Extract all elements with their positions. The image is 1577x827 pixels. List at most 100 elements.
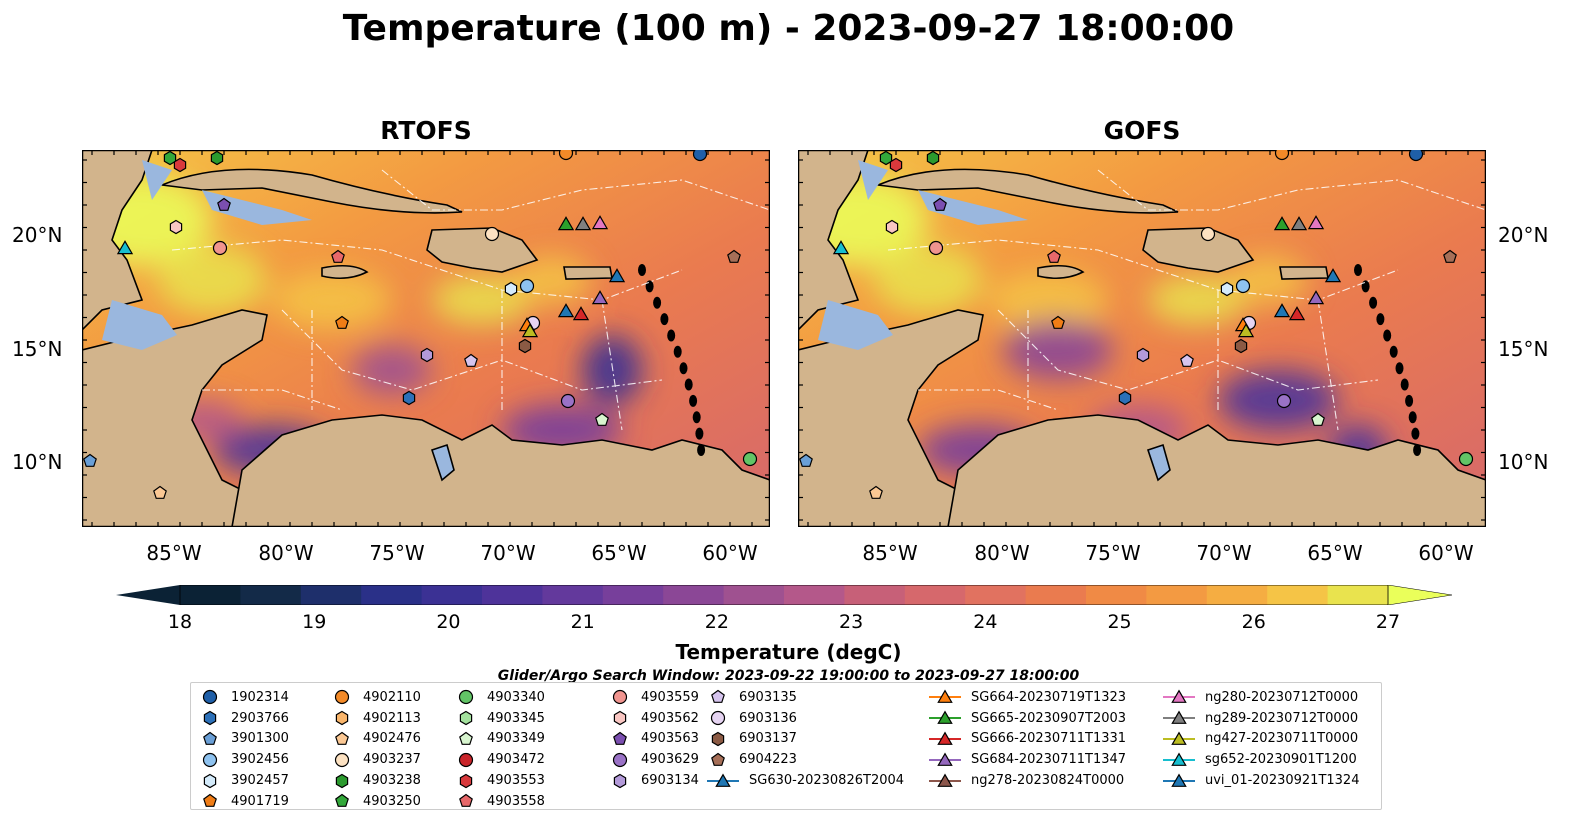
argo-float-marker (799, 453, 813, 467)
shelf-cuba-south (202, 190, 312, 225)
legend-hexagon-icon (335, 710, 349, 726)
legend-hexagon-icon (203, 710, 217, 726)
colorbar-segment (1267, 585, 1329, 605)
legend-item: 4903345 (455, 708, 545, 729)
argo-float-marker (1200, 226, 1216, 242)
legend-column: 4903340 4903345 4903349 4903472 4903553 49035… (455, 687, 545, 812)
glider-marker (1288, 306, 1306, 321)
glider-marker (116, 240, 134, 255)
legend-item-label: SG684-20230711T1347 (971, 752, 1127, 768)
glider-marker (572, 306, 590, 321)
argo-float-marker (889, 157, 903, 173)
lon-label-70w-rtofs: 70°W (480, 541, 536, 565)
map-panel-rtofs (82, 150, 770, 527)
legend-item: 4903250 (331, 791, 421, 812)
argo-float-marker (928, 240, 944, 256)
colorbar-over-extension (1387, 585, 1452, 605)
legend-triangle-icon (937, 710, 953, 725)
argo-float-marker (560, 393, 576, 409)
legend-column: 4903559 4903562 4903563 4903629 6903134 (609, 687, 699, 791)
legend-marker-icon (613, 731, 627, 745)
lesser-antilles (1354, 264, 1422, 456)
legend-item-label: sg652-20230901T1200 (1205, 752, 1357, 768)
argo-float-marker (1276, 393, 1292, 409)
legend-circle-icon (334, 690, 350, 705)
colorbar-segment (1327, 585, 1389, 605)
legend-item: 4903472 (455, 749, 545, 770)
colorbar-label: Temperature (degC) (675, 640, 902, 664)
colorbar-segment (602, 585, 664, 605)
lon-label-85w-rtofs: 85°W (146, 541, 202, 565)
legend-marker-icon (202, 752, 218, 767)
lon-label-60w-rtofs: 60°W (702, 541, 758, 565)
legend-hexagon-icon (613, 710, 627, 726)
legend-triangle-icon (1171, 689, 1187, 704)
legend-column: 6903135 6903136 6903137 6904223 SG630-202308… (707, 687, 904, 791)
legend-hexagon-icon (613, 773, 627, 788)
colorbar-segment (421, 585, 483, 605)
argo-float-marker (879, 150, 893, 166)
argo-float-marker (595, 412, 609, 426)
legend-item-label: SG666-20230711T1331 (971, 731, 1127, 747)
glider-marker (1307, 290, 1325, 305)
legend-column: ng280-20230712T0000 ng289-20230712T0000 ng… (1163, 687, 1359, 791)
legend-marker-icon (459, 710, 473, 726)
legend-marker-icon (612, 690, 628, 705)
land-cuba (874, 168, 1179, 214)
legend-item: 4903562 (609, 708, 699, 729)
legend-item: 4903563 (609, 729, 699, 750)
legend-item: 1902314 (199, 687, 289, 708)
argo-float-marker (169, 219, 183, 235)
lat-label-20n-right: 20°N (1498, 223, 1549, 247)
legend-circle-icon (458, 690, 474, 705)
legend-item: 6903135 (707, 687, 904, 708)
legend-item: ng278-20230824T0000 (929, 770, 1126, 791)
legend-hexagon-icon (459, 710, 473, 726)
lon-label-85w-gofs: 85°W (862, 541, 918, 565)
argo-float-marker (153, 485, 167, 499)
legend-triangle-icon (1171, 752, 1187, 766)
lat-label-15n-left: 15°N (12, 337, 63, 361)
argo-float-marker (1274, 150, 1290, 161)
colorbar-tick-label: 25 (1107, 611, 1132, 633)
argo-float-marker (742, 451, 758, 467)
legend-item: 2903766 (199, 708, 289, 729)
shelf-yucatan (858, 160, 888, 200)
colorbar-segment (663, 585, 725, 605)
lat-label-10n-left: 10°N (12, 450, 63, 474)
legend-circle-icon (612, 690, 628, 705)
eez-boundaries (171, 169, 770, 431)
colorbar-tick-label: 22 (704, 611, 729, 633)
colorbar-segment (965, 585, 1027, 605)
colorbar-segment (482, 585, 543, 605)
legend-hexagon-icon (203, 773, 217, 788)
argo-float-marker (420, 347, 434, 363)
legend-item: 3901300 (199, 729, 289, 750)
argo-float-marker (727, 249, 741, 263)
legend-triangle-icon (715, 773, 731, 787)
map-ticks (798, 150, 1486, 527)
legend-item-label: 4903238 (363, 773, 421, 789)
legend-pentagon-icon (711, 690, 725, 704)
lat-label-10n-right: 10°N (1498, 450, 1549, 474)
argo-float-marker (518, 338, 532, 354)
legend-item: 4903238 (331, 770, 421, 791)
panel-title-gofs: GOFS (1103, 116, 1181, 145)
legend-item-label: 4903472 (487, 752, 545, 768)
land-puerto-rico (563, 266, 613, 280)
glider-marker (1273, 216, 1291, 231)
glider-marker (1273, 303, 1291, 318)
argo-float-marker (1136, 347, 1150, 363)
colorbar-tick-label: 27 (1375, 611, 1401, 633)
argo-float-marker (558, 150, 574, 161)
glider-marker (1324, 268, 1342, 283)
lon-label-60w-gofs: 60°W (1418, 541, 1474, 565)
map-frame (798, 150, 1486, 527)
legend-marker-icon (334, 752, 350, 767)
legend-marker-icon (459, 794, 473, 808)
legend-item: ng280-20230712T0000 (1163, 687, 1359, 708)
legend-item-label: ng278-20230824T0000 (971, 773, 1125, 789)
legend-item: SG684-20230711T1347 (929, 749, 1126, 770)
legend-item-label: 4903237 (363, 752, 421, 768)
argo-float-marker (217, 197, 231, 211)
